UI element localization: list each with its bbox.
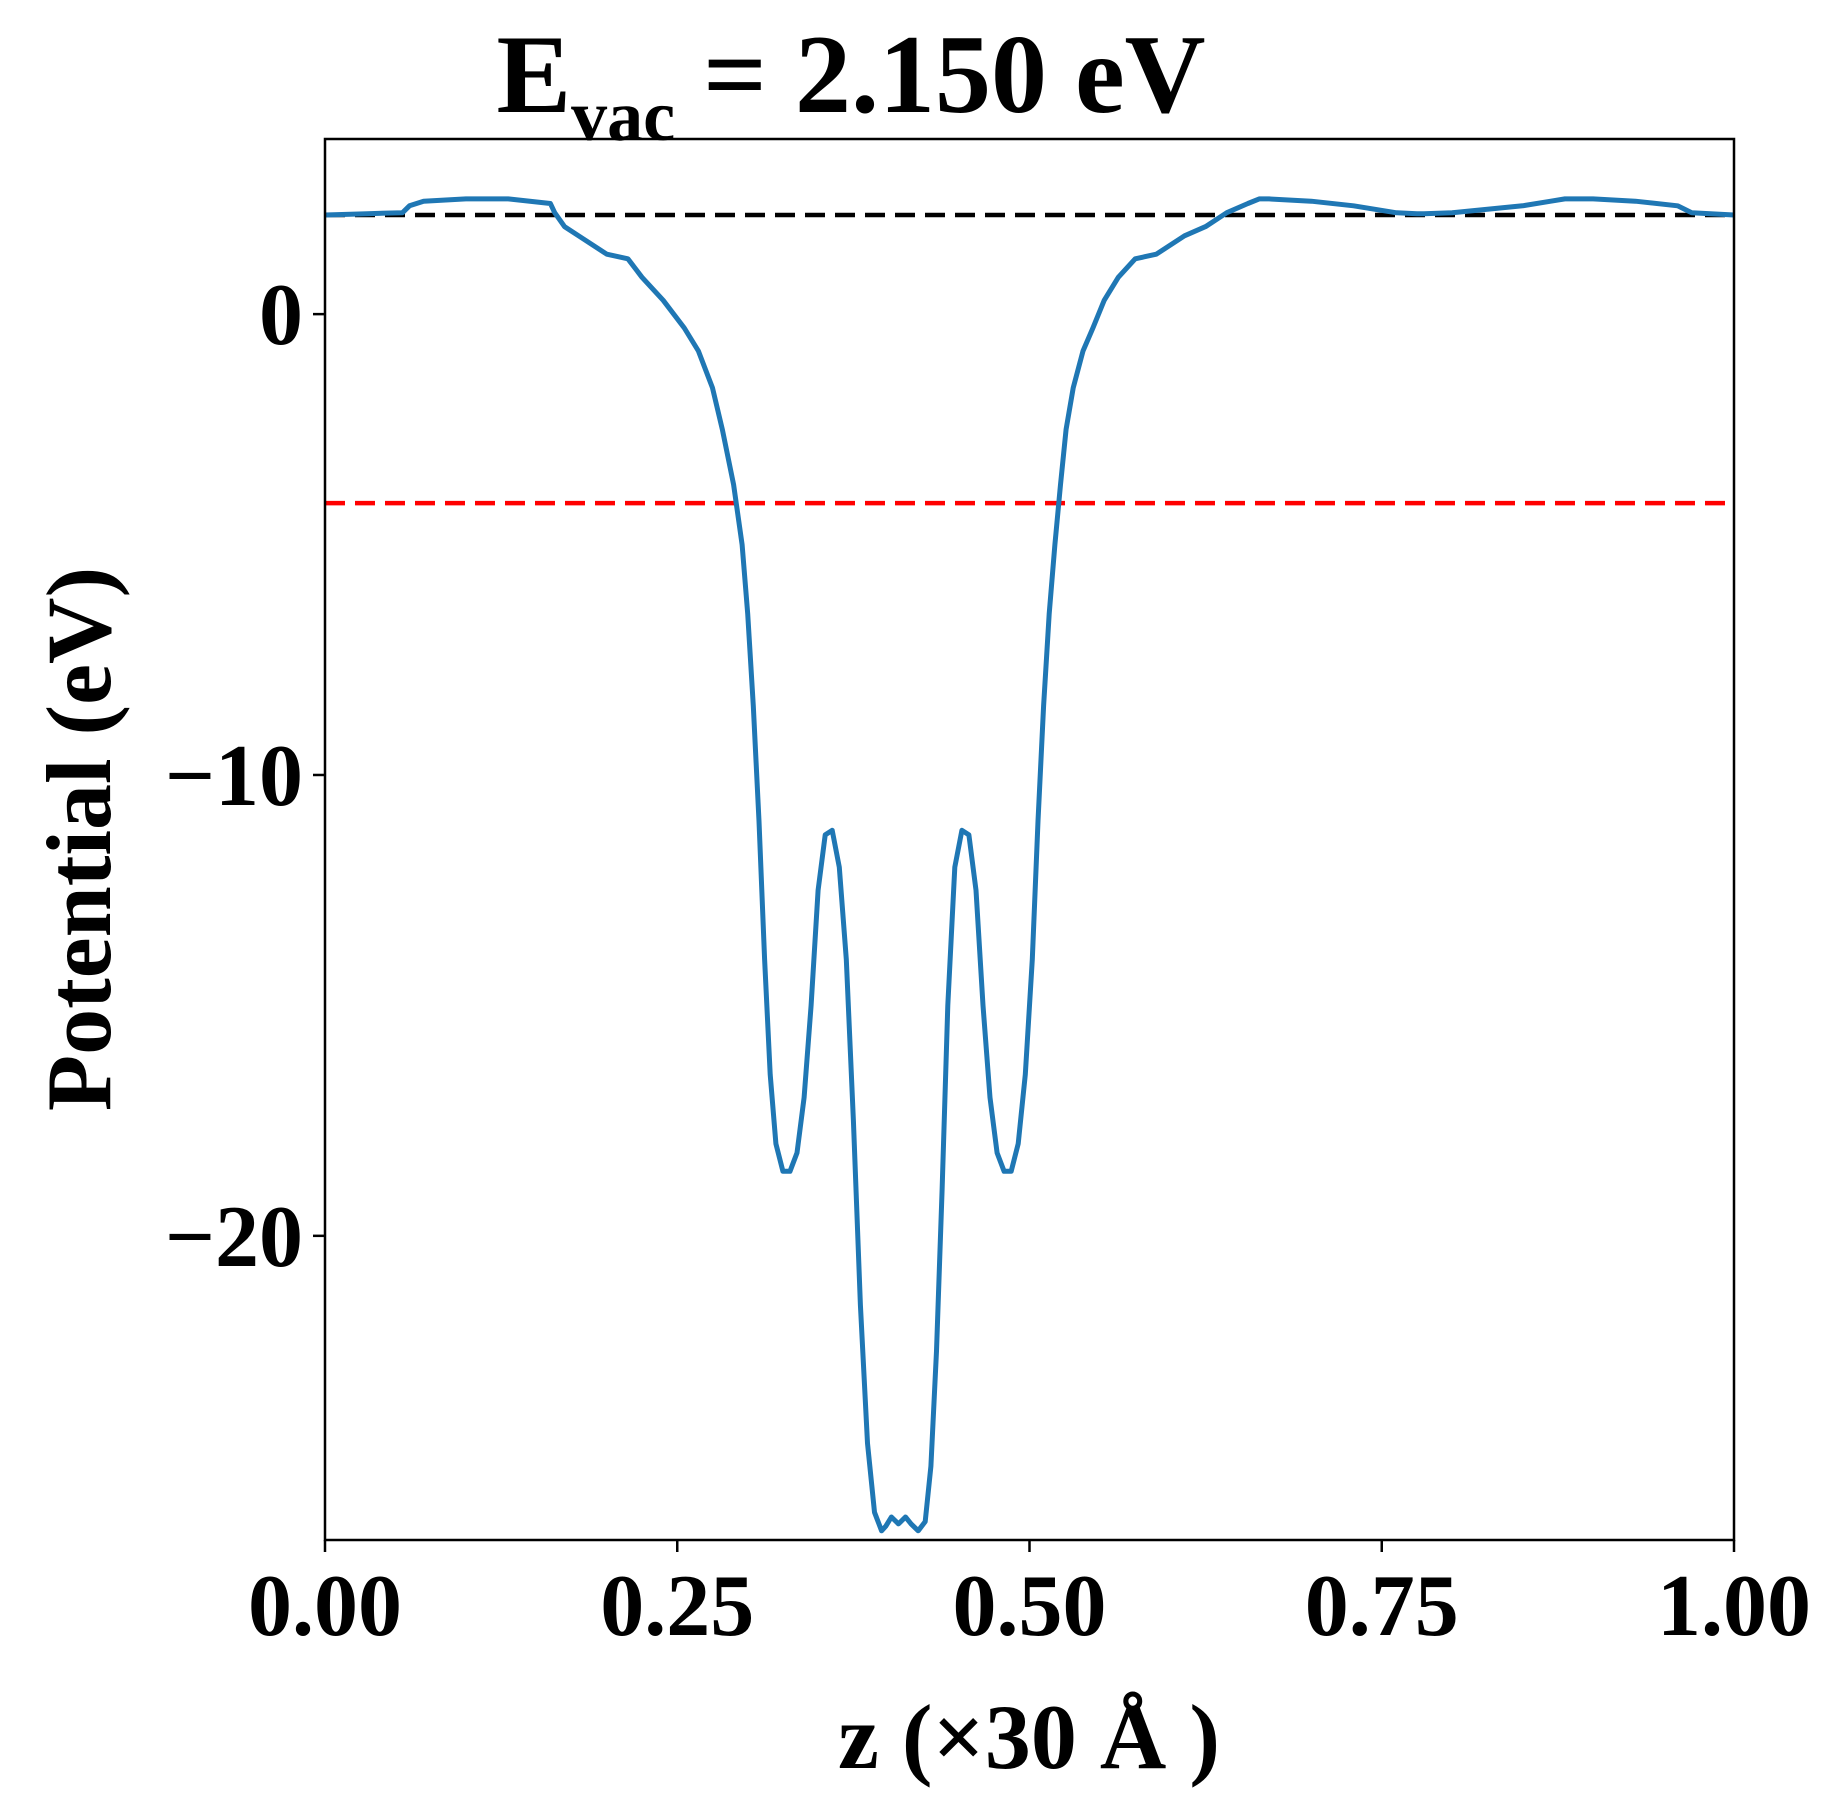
y-axis-label: Potential (eV) bbox=[28, 567, 130, 1111]
y-axis-ticks: 0 −10 −20 bbox=[165, 267, 325, 1286]
x-tick-label-1: 0.25 bbox=[600, 1558, 754, 1655]
y-tick-label-2: −20 bbox=[165, 1189, 303, 1286]
plot-frame bbox=[323, 137, 1736, 1542]
y-tick-label-0: 0 bbox=[259, 267, 303, 364]
chart-title: Evac = 2.150 eV bbox=[496, 13, 1205, 156]
x-tick-label-4: 1.00 bbox=[1657, 1558, 1811, 1655]
chart-title-subscript: vac bbox=[571, 76, 675, 156]
potential-curve bbox=[324, 196, 1735, 1534]
reference-lines bbox=[325, 212, 1734, 506]
y-tick-label-1: −10 bbox=[165, 728, 303, 825]
x-axis-label: z (×30 Å ) bbox=[838, 1686, 1220, 1788]
chart-title-main: E bbox=[496, 13, 571, 137]
x-tick-label-2: 0.50 bbox=[953, 1558, 1107, 1655]
x-tick-label-3: 0.75 bbox=[1305, 1558, 1459, 1655]
x-tick-label-0: 0.00 bbox=[248, 1558, 402, 1655]
x-axis-ticks: 0.00 0.25 0.50 0.75 1.00 bbox=[248, 1540, 1811, 1655]
chart-title-rest: = 2.150 eV bbox=[675, 13, 1205, 137]
